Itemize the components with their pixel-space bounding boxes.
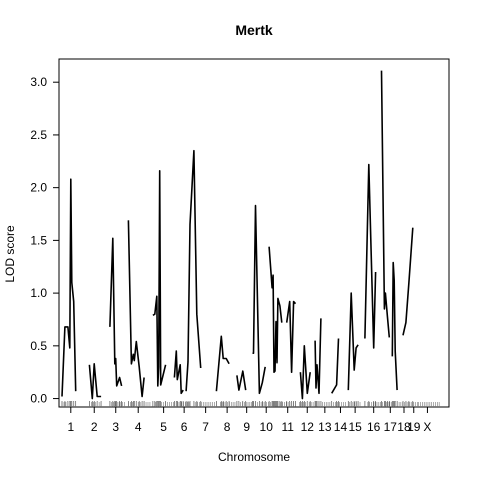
x-tick-label: 3: [112, 420, 119, 434]
lod-segment: [152, 170, 167, 387]
x-tick-label: 10: [260, 420, 274, 434]
x-axis-label: Chromosome: [218, 450, 290, 464]
lod-segment: [127, 220, 145, 398]
x-tick-label: 15: [348, 420, 362, 434]
y-tick-label: 0.0: [30, 392, 47, 406]
x-tick-label: 6: [181, 420, 188, 434]
lod-segment: [268, 246, 283, 373]
y-axis-label: LOD score: [3, 225, 17, 283]
y-tick-label: 1.5: [30, 233, 47, 247]
x-tick-label: 4: [135, 420, 142, 434]
y-tick-label: 1.0: [30, 286, 47, 300]
x-tick-label: 17: [384, 420, 398, 434]
lod-segment: [364, 163, 377, 349]
y-tick-label: 3.0: [30, 75, 47, 89]
x-tick-label: 1: [67, 420, 74, 434]
x-tick-label: 18: [397, 420, 411, 434]
lod-segment: [215, 335, 230, 392]
lod-segment: [109, 237, 123, 387]
lod-segment: [252, 204, 266, 395]
lod-segment: [402, 227, 414, 336]
lod-curve: [61, 70, 414, 400]
lod-segment: [314, 318, 322, 395]
x-tick-label: 7: [202, 420, 209, 434]
x-tick-label: 14: [334, 420, 348, 434]
y-axis: 0.0 0.5 1.0 1.5 2.0 2.5 3.0: [30, 75, 60, 406]
y-tick-label: 2.0: [30, 181, 47, 195]
x-tick-label: 11: [281, 420, 294, 434]
y-tick-label: 0.5: [30, 339, 47, 353]
lod-segment: [61, 178, 77, 397]
x-tick-label: X: [423, 420, 431, 434]
chart-title: Mertk: [235, 22, 273, 38]
x-tick-label: 12: [301, 420, 315, 434]
lod-segment: [185, 149, 202, 392]
x-tick-label: 13: [318, 420, 332, 434]
y-tick-label: 2.5: [30, 128, 47, 142]
marker-rug: [61, 401, 440, 407]
lod-segment: [173, 350, 184, 395]
x-tick-label: 2: [91, 420, 98, 434]
lod-segment: [285, 300, 297, 373]
x-tick-label: 5: [160, 420, 167, 434]
lod-segment: [88, 363, 102, 400]
lod-segment: [236, 370, 247, 391]
lod-segment: [347, 292, 359, 391]
lod-segment: [299, 345, 311, 400]
lod-segment: [380, 70, 391, 338]
x-tick-label: 16: [367, 420, 381, 434]
lod-segment: [331, 338, 340, 394]
x-tick-label: 8: [224, 420, 231, 434]
x-tick-label: 9: [243, 420, 250, 434]
lod-segment: [391, 261, 398, 391]
x-tick-label: 19: [407, 420, 421, 434]
